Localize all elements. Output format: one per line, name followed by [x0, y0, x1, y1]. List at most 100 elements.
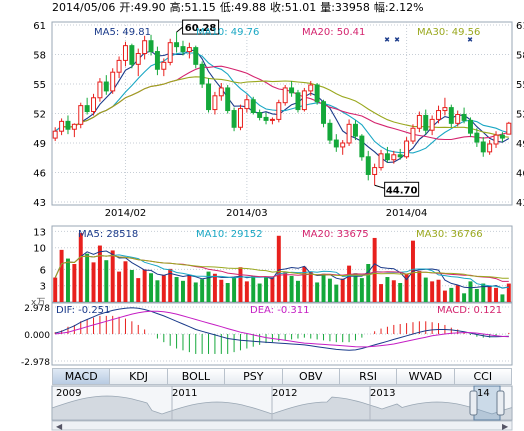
tab-cci[interactable]: CCI — [454, 369, 511, 384]
tab-psy[interactable]: PSY — [225, 369, 283, 384]
candle-body — [97, 81, 103, 99]
x-axis-tick-label: 2014/03 — [226, 208, 268, 219]
volume-bar — [270, 277, 275, 302]
candle-body — [397, 154, 403, 158]
timeline-year-14: 14 — [477, 388, 490, 399]
tab-kdj[interactable]: KDJ — [110, 369, 168, 384]
volume-bar — [455, 285, 460, 302]
volume-bar — [244, 281, 249, 302]
candle-body — [365, 156, 371, 175]
volume-bar — [449, 287, 454, 302]
volume-bar — [423, 277, 428, 302]
candle-body — [52, 130, 58, 139]
timeline-right-handle[interactable] — [496, 390, 505, 416]
timeline-year-2012: 2012 — [272, 388, 298, 399]
candle-body — [148, 40, 154, 53]
volume-bar — [219, 279, 224, 302]
volume-y-tick: 6 — [40, 265, 46, 276]
quote-close: 收:51.01 — [270, 1, 317, 14]
volume-bar — [436, 279, 441, 302]
quote-open: 开:49.90 — [119, 1, 166, 14]
candle-body — [65, 120, 71, 130]
volume-bar — [129, 269, 134, 302]
candle-body — [180, 46, 186, 53]
tab-boll[interactable]: BOLL — [167, 369, 226, 384]
timeline-area — [51, 395, 513, 421]
vol-ma20-legend: MA20: 33675 — [302, 229, 369, 240]
tab-wvad[interactable]: WVAD — [397, 369, 455, 384]
candle-body — [206, 83, 212, 111]
x-axis-tick-label: 2014/02 — [105, 208, 147, 219]
volume-bar — [487, 285, 492, 302]
volume-bar — [327, 278, 332, 302]
candle-body — [499, 134, 505, 139]
candle-body — [237, 108, 243, 128]
volume-bar — [385, 277, 390, 302]
volume-bar — [85, 253, 90, 302]
main-y-tick-left: 58 — [33, 51, 46, 62]
volume-y-tick: 10 — [33, 244, 46, 255]
candle-body — [352, 123, 358, 137]
volume-bar — [289, 275, 294, 302]
candle-body — [448, 107, 454, 124]
candle-body — [154, 51, 160, 70]
ma10-legend: MA10: 49.76 — [196, 27, 260, 38]
vol-ma10-legend: MA10: 29152 — [196, 229, 263, 240]
volume-bar — [302, 266, 307, 302]
main-y-tick-right: 58 — [516, 51, 524, 62]
main-y-tick-left: 43 — [33, 198, 46, 209]
volume-bar — [334, 284, 339, 302]
dea-legend: DEA: -0.311 — [250, 305, 310, 316]
volume-bar — [72, 264, 77, 302]
candle-body — [327, 122, 333, 141]
volume-bar — [430, 281, 435, 302]
volume-bar — [283, 272, 288, 302]
candle-body — [308, 84, 314, 92]
volume-bar — [225, 283, 230, 302]
volume-panel: 13 10 6 3 — [33, 225, 513, 303]
volume-bar — [264, 276, 269, 302]
tab-macd[interactable]: MACD — [53, 369, 111, 384]
main-y-tick-right: 61 — [516, 21, 524, 32]
main-y-tick-left: 49 — [33, 139, 46, 150]
main-y-tick-left: 46 — [33, 169, 46, 180]
dif-legend: DIF: -0.251 — [56, 305, 111, 316]
volume-bar — [468, 281, 473, 302]
volume-bar — [174, 277, 179, 302]
dea-line — [55, 310, 509, 348]
event-marker-icon: ✖ — [384, 36, 390, 44]
tab-rsi[interactable]: RSI — [339, 369, 398, 384]
volume-bar — [117, 271, 122, 302]
vol-ma5-legend: MA5: 28518 — [78, 229, 139, 240]
volume-bar — [136, 278, 141, 302]
volume-ma10-line — [54, 254, 509, 289]
volume-bar — [168, 268, 173, 302]
volume-unit: x万 — [31, 298, 46, 308]
candle-body — [410, 127, 416, 142]
volume-y-tick: 13 — [33, 227, 46, 238]
candle-body — [244, 99, 250, 110]
volume-bar — [257, 283, 262, 302]
volume-bar — [238, 267, 243, 302]
candle-body — [429, 118, 435, 131]
candle-body — [493, 134, 499, 145]
volume-bar — [212, 273, 217, 302]
volume-bar — [187, 274, 192, 302]
candle-body — [282, 87, 288, 104]
vol-ma30-legend: MA30: 36766 — [416, 229, 483, 240]
ma30-legend: MA30: 49.56 — [417, 27, 481, 38]
timeline-left-handle[interactable] — [469, 390, 478, 416]
volume-bar — [462, 293, 467, 302]
candle-body — [78, 105, 84, 125]
high-annotation-box — [182, 19, 220, 35]
volume-bar — [359, 278, 364, 302]
tab-obv[interactable]: OBV — [282, 369, 340, 384]
candle-body — [372, 167, 378, 175]
x-axis-tick-label: 2014/04 — [386, 208, 428, 219]
candle-body — [289, 87, 295, 94]
candle-body — [174, 42, 180, 48]
timeline-year-2009: 2009 — [56, 388, 82, 399]
candle-body — [461, 113, 467, 121]
timeline-scrollbar[interactable] — [51, 420, 513, 431]
